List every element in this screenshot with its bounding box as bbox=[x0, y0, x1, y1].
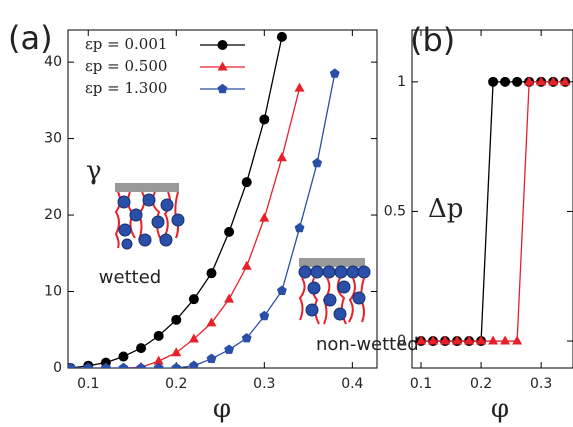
marker bbox=[259, 212, 270, 222]
series-line bbox=[70, 87, 301, 368]
legend-marker bbox=[217, 83, 228, 94]
marker bbox=[188, 294, 199, 305]
y-tick-label: 20 bbox=[44, 207, 62, 223]
y-tick-label: 1 bbox=[397, 74, 406, 90]
marker bbox=[440, 335, 451, 345]
marker bbox=[536, 76, 547, 86]
non-wetted-inset bbox=[298, 258, 371, 325]
marker bbox=[136, 343, 147, 354]
legend-label: εp = 0.500 bbox=[85, 57, 167, 75]
x-tick-label: 0.3 bbox=[253, 376, 275, 392]
marker bbox=[276, 285, 287, 295]
marker bbox=[329, 68, 340, 78]
legend-marker bbox=[217, 40, 228, 50]
marker bbox=[500, 76, 511, 87]
marker bbox=[294, 82, 305, 92]
marker bbox=[171, 314, 182, 325]
marker bbox=[224, 344, 235, 354]
marker bbox=[206, 353, 217, 364]
axes-frame bbox=[67, 29, 378, 369]
marker bbox=[548, 76, 559, 86]
marker bbox=[206, 268, 217, 279]
marker bbox=[118, 362, 129, 368]
marker bbox=[241, 177, 252, 188]
marker bbox=[241, 260, 252, 270]
marker bbox=[512, 335, 523, 345]
marker bbox=[560, 76, 571, 86]
plot-area bbox=[416, 76, 571, 347]
legend-label: εp = 1.300 bbox=[85, 79, 167, 97]
annotation: wetted bbox=[99, 267, 161, 288]
x-tick-label: 0.1 bbox=[77, 376, 99, 392]
marker bbox=[224, 293, 235, 303]
marker bbox=[188, 360, 199, 368]
marker bbox=[153, 355, 164, 365]
series-line bbox=[70, 73, 336, 368]
marker bbox=[276, 31, 287, 42]
marker bbox=[476, 335, 487, 345]
y-tick-label: 40 bbox=[44, 54, 62, 70]
y-tick-label: 0.5 bbox=[384, 203, 406, 219]
x-tick-label: 0.1 bbox=[410, 376, 432, 392]
marker bbox=[171, 347, 182, 357]
marker bbox=[68, 362, 76, 368]
marker bbox=[464, 335, 475, 345]
y-tick-label: 30 bbox=[44, 131, 62, 147]
x-tick-label: 0.4 bbox=[341, 376, 363, 392]
y-axis-label: Δp bbox=[428, 194, 463, 224]
x-tick-label: 0.3 bbox=[530, 376, 552, 392]
marker bbox=[512, 76, 523, 87]
marker bbox=[188, 333, 199, 343]
marker bbox=[294, 222, 305, 233]
legend-label: εp = 0.001 bbox=[85, 35, 167, 53]
marker bbox=[153, 362, 164, 368]
marker bbox=[100, 362, 111, 368]
marker bbox=[136, 362, 147, 368]
marker bbox=[312, 157, 323, 168]
marker bbox=[118, 351, 129, 362]
marker bbox=[224, 226, 235, 237]
y-axis-label: γ bbox=[86, 156, 102, 186]
x-tick-label: 0.2 bbox=[470, 376, 492, 392]
legend-marker bbox=[217, 61, 228, 71]
x-axis-label: φ bbox=[491, 394, 509, 424]
marker bbox=[206, 317, 217, 327]
marker bbox=[153, 330, 164, 341]
marker bbox=[276, 152, 287, 162]
plot-area bbox=[68, 31, 340, 368]
axes-frame bbox=[411, 29, 573, 369]
x-axis-label: φ bbox=[213, 394, 231, 424]
marker bbox=[488, 76, 499, 87]
y-tick-label: 0 bbox=[397, 333, 406, 349]
marker bbox=[500, 335, 511, 345]
marker bbox=[83, 362, 94, 368]
x-tick-label: 0.2 bbox=[165, 376, 187, 392]
panel-label: (b) bbox=[410, 21, 455, 59]
marker bbox=[171, 362, 182, 368]
y-tick-label: 10 bbox=[44, 284, 62, 300]
wetted-inset bbox=[114, 183, 185, 250]
marker bbox=[452, 335, 463, 345]
marker bbox=[259, 310, 270, 321]
y-tick-label: 0 bbox=[53, 360, 62, 376]
marker bbox=[488, 335, 499, 345]
marker bbox=[259, 114, 270, 125]
annotation: non-wetted bbox=[316, 334, 419, 355]
marker bbox=[428, 335, 439, 345]
marker bbox=[416, 335, 427, 345]
panel-label: (a) bbox=[8, 19, 53, 57]
marker bbox=[524, 76, 535, 86]
marker bbox=[241, 332, 252, 343]
